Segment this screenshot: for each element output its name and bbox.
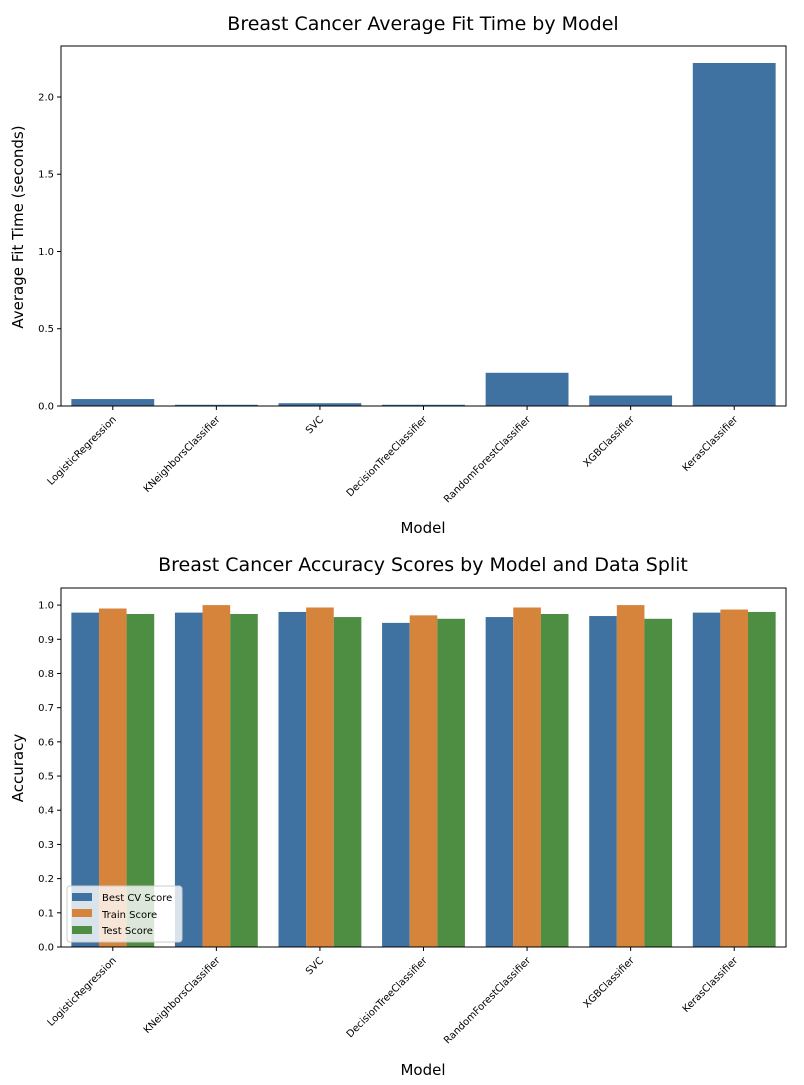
- chart2-xtick-label-keras-classifier: KerasClassifier: [681, 955, 741, 1015]
- accuracy-bar-keras-classifier-best-cv-score: [692, 612, 721, 947]
- chart1-xtick-label-decision-tree-classifier: DecisionTreeClassifier: [345, 414, 431, 500]
- chart1-y-axis: 0.0 0.5 1.0 1.5 2.0: [38, 92, 61, 413]
- chart1-xtick-label-keras-classifier: KerasClassifier: [681, 414, 741, 474]
- chart2-xtick-label-decision-tree-classifier: DecisionTreeClassifier: [345, 955, 431, 1041]
- chart2-ytick-label: 0.6: [38, 737, 54, 748]
- chart1-ytick-label: 0.0: [38, 402, 54, 413]
- accuracy-bar-xgbclassifier-test-score: [644, 618, 673, 947]
- chart2-ytick-label: 1.0: [38, 601, 54, 612]
- chart1-xtick-label-xgbclassifier: XGBClassifier: [582, 414, 638, 470]
- fit-time-bar-kneighbors-classifier: [174, 404, 258, 406]
- chart2-xlabel: Model: [400, 1061, 445, 1079]
- accuracy-bar-xgbclassifier-best-cv-score: [589, 616, 617, 947]
- legend-label-train: Train Score: [101, 910, 157, 921]
- chart1-title: Breast Cancer Average Fit Time by Model: [227, 13, 618, 35]
- chart1-bars: [71, 62, 776, 407]
- fit-time-bar-svc: [278, 403, 362, 406]
- accuracy-bar-kneighbors-classifier-train-score: [202, 605, 231, 947]
- chart2-legend: Best CV Score Train Score Test Score: [66, 885, 183, 943]
- legend-swatch-test: [72, 926, 92, 934]
- chart2-xtick-label-logistic-regression: LogisticRegression: [46, 955, 119, 1028]
- chart2-ytick-label: 0.7: [38, 703, 54, 714]
- fit-time-bar-logistic-regression: [71, 399, 155, 406]
- chart2-ylabel: Accuracy: [9, 734, 27, 803]
- chart2-xtick-label-xgbclassifier: XGBClassifier: [582, 955, 638, 1011]
- chart1-ytick-label: 1.5: [38, 170, 54, 181]
- chart1-x-axis: LogisticRegression KNeighborsClassifier SV…: [46, 406, 741, 505]
- legend-label-test: Test Score: [101, 926, 153, 937]
- fit-time-bar-random-forest-classifier: [485, 372, 569, 406]
- accuracy-bar-svc-best-cv-score: [278, 611, 307, 947]
- chart2-xtick-label-kneighbors-classifier: KNeighborsClassifier: [142, 955, 223, 1036]
- fit-time-bar-decision-tree-classifier: [382, 404, 465, 406]
- chart2-x-axis: LogisticRegression KNeighborsClassifier SV…: [46, 947, 741, 1046]
- legend-box: [66, 885, 183, 943]
- accuracy-bar-kneighbors-classifier-test-score: [230, 613, 258, 947]
- chart1-xlabel: Model: [400, 519, 445, 537]
- accuracy-bar-xgbclassifier-train-score: [616, 605, 645, 947]
- chart1-xtick-label-svc: SVC: [304, 414, 326, 436]
- legend-swatch-best-cv: [72, 893, 92, 901]
- chart2-ytick-label: 0.2: [38, 874, 54, 885]
- chart2-ytick-label: 0.0: [38, 943, 54, 954]
- accuracy-bar-svc-test-score: [333, 617, 362, 947]
- chart2-ytick-label: 0.4: [38, 806, 54, 817]
- chart2-ytick-label: 0.1: [38, 908, 54, 919]
- accuracy-bar-random-forest-classifier-train-score: [513, 607, 541, 947]
- accuracy-bar-decision-tree-classifier-train-score: [409, 615, 438, 947]
- chart2-xtick-label-random-forest-classifier: RandomForestClassifier: [442, 955, 534, 1047]
- fit-time-chart: Breast Cancer Average Fit Time by Model …: [9, 13, 787, 537]
- fit-time-bar-keras-classifier: [692, 62, 776, 407]
- legend-label-best-cv: Best CV Score: [102, 893, 172, 904]
- chart1-ylabel: Average Fit Time (seconds): [9, 125, 27, 328]
- chart2-xtick-label-svc: SVC: [304, 955, 326, 977]
- chart1-ytick-label: 0.5: [38, 324, 54, 335]
- accuracy-bar-svc-train-score: [306, 607, 334, 947]
- accuracy-bar-keras-classifier-test-score: [748, 611, 776, 947]
- chart2-ytick-label: 0.5: [38, 772, 54, 783]
- accuracy-bar-decision-tree-classifier-test-score: [437, 618, 465, 947]
- accuracy-chart: Breast Cancer Accuracy Scores by Model a…: [9, 554, 787, 1079]
- accuracy-bar-keras-classifier-train-score: [720, 609, 749, 947]
- accuracy-bar-decision-tree-classifier-best-cv-score: [382, 622, 410, 947]
- chart1-ytick-label: 1.0: [38, 247, 54, 258]
- legend-swatch-train: [72, 909, 92, 917]
- accuracy-bar-random-forest-classifier-test-score: [540, 613, 569, 947]
- chart2-ytick-label: 0.8: [38, 669, 54, 680]
- chart1-xtick-label-logistic-regression: LogisticRegression: [46, 414, 119, 487]
- chart2-y-axis: 0.0 0.1 0.2 0.3 0.4 0.5 0.6 0.7 0.8 0.9 1.0: [38, 601, 61, 954]
- chart1-ytick-label: 2.0: [38, 92, 54, 103]
- chart2-ytick-label: 0.3: [38, 840, 54, 851]
- chart1-xtick-label-random-forest-classifier: RandomForestClassifier: [442, 414, 534, 506]
- chart1-xtick-label-kneighbors-classifier: KNeighborsClassifier: [142, 414, 223, 495]
- fit-time-bar-xgbclassifier: [589, 395, 673, 406]
- accuracy-bar-random-forest-classifier-best-cv-score: [485, 617, 514, 947]
- chart1-frame: [60, 45, 787, 407]
- chart2-ytick-label: 0.9: [38, 635, 54, 646]
- chart2-title: Breast Cancer Accuracy Scores by Model a…: [158, 554, 688, 576]
- chart2-frame: [60, 587, 787, 948]
